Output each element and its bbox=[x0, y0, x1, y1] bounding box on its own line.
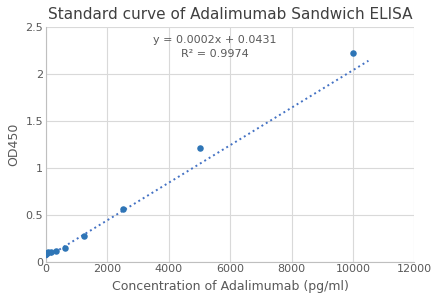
Point bbox=[47, 249, 54, 254]
Point bbox=[44, 250, 51, 255]
Point bbox=[119, 206, 126, 211]
Point bbox=[42, 251, 49, 256]
Point bbox=[62, 245, 69, 250]
Text: y = 0.0002x + 0.0431
R² = 0.9974: y = 0.0002x + 0.0431 R² = 0.9974 bbox=[153, 35, 276, 59]
Point bbox=[81, 234, 88, 239]
Y-axis label: OD450: OD450 bbox=[7, 123, 20, 166]
X-axis label: Concentration of Adalimumab (pg/ml): Concentration of Adalimumab (pg/ml) bbox=[112, 280, 348, 293]
Point bbox=[349, 50, 356, 55]
Point bbox=[45, 250, 52, 255]
Point bbox=[196, 146, 203, 151]
Title: Standard curve of Adalimumab Sandwich ELISA: Standard curve of Adalimumab Sandwich EL… bbox=[48, 7, 412, 22]
Point bbox=[52, 248, 59, 253]
